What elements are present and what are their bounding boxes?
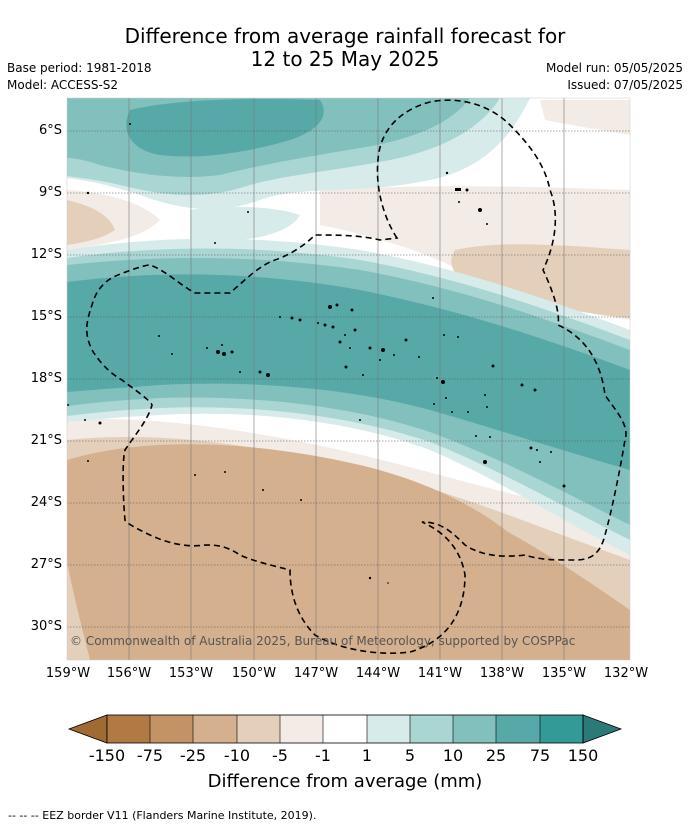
lat-label: 27°S [30,557,62,572]
colorbar-tick: 10 [442,746,464,765]
lat-label: 15°S [30,309,62,324]
colorbar [67,714,623,744]
eez-border [85,99,627,655]
colorbar-tick: -150 [88,746,126,765]
model-name: Model: ACCESS-S2 [7,78,119,92]
lon-label: 135°W [541,666,587,681]
lon-label: 150°W [231,666,277,681]
colorbar-tick: -10 [223,746,251,765]
title-line-1: Difference from average rainfall forecas… [124,24,566,48]
base-period: Base period: 1981-2018 [7,61,152,75]
colorbar-tick: 75 [529,746,551,765]
colorbar-tick: -75 [136,746,164,765]
copyright-notice: © Commonwealth of Australia 2025, Bureau… [70,634,576,648]
title-line-2: 12 to 25 May 2025 [250,47,440,71]
lon-label: 147°W [293,666,339,681]
lon-label: 156°W [106,666,152,681]
colorbar-tick: 25 [485,746,507,765]
colorbar-title: Difference from average (mm) [207,771,483,792]
colorbar-tick: -5 [272,746,288,765]
lat-label: 18°S [30,371,62,386]
colorbar-tick: -1 [315,746,331,765]
rainfall-anomaly-field [67,98,630,660]
issued-date: Issued: 07/05/2025 [567,78,683,92]
lon-label: 138°W [479,666,525,681]
lat-label: 30°S [30,619,62,634]
lat-label: 12°S [30,247,62,262]
colorbar-tick: 150 [567,746,599,765]
eez-legend-note: -- -- -- EEZ border V11 (Flanders Marine… [8,809,317,822]
lat-label: 6°S [38,123,62,138]
lon-label: 132°W [603,666,649,681]
lon-label: 153°W [168,666,214,681]
islands [67,123,566,584]
lon-label: 141°W [417,666,463,681]
lat-label: 9°S [38,185,62,200]
model-run: Model run: 05/05/2025 [545,61,683,75]
lat-label: 24°S [30,495,62,510]
colorbar-tick: 5 [404,746,416,765]
colorbar-tick: 1 [361,746,373,765]
lat-label: 21°S [30,433,62,448]
lon-label: 144°W [355,666,401,681]
colorbar-tick: -25 [179,746,207,765]
lon-label: 159°W [45,666,91,681]
